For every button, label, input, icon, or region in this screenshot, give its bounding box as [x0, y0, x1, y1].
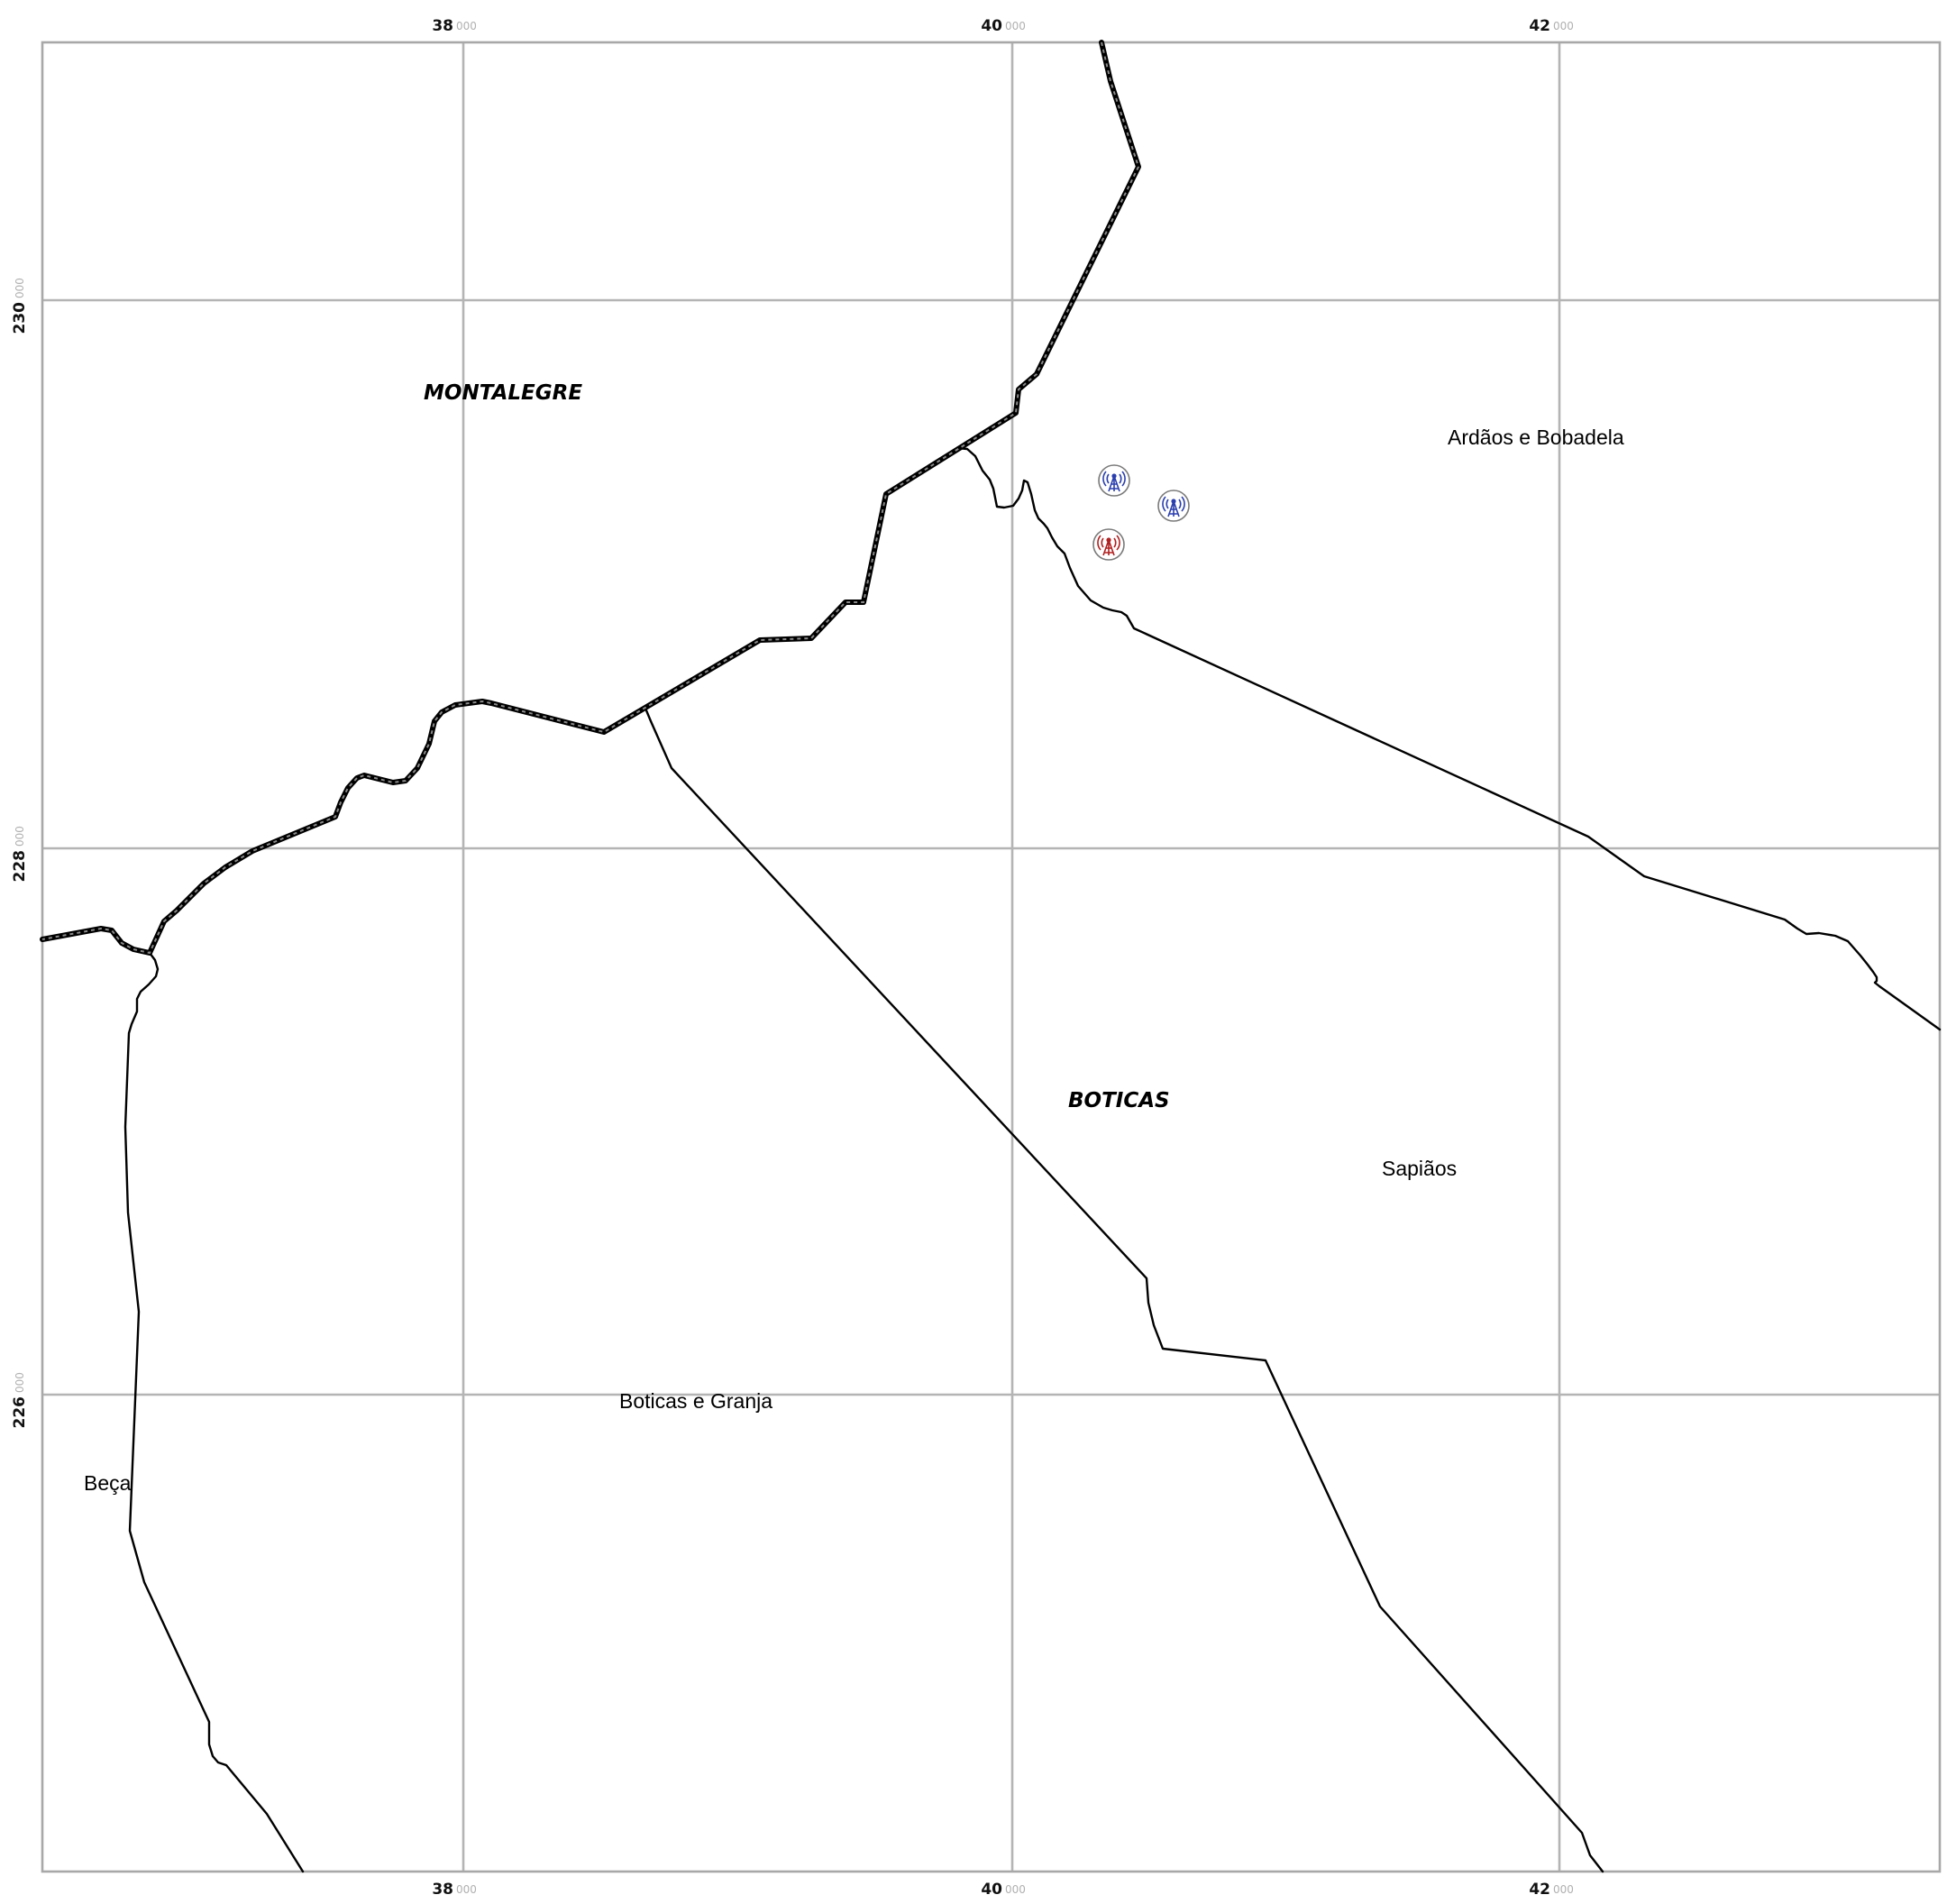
grid-lines	[42, 42, 1940, 1872]
x-tick-top-40-sub: 000	[1005, 20, 1026, 32]
antenna-tower-icon[interactable]	[1157, 490, 1190, 522]
x-tick-bottom-40-sub: 000	[1005, 1883, 1026, 1896]
svg-text:000: 000	[1553, 1883, 1574, 1896]
parish-labels: Ardãos e Bobadela Sapiãos Boticas e Gran…	[84, 426, 1624, 1495]
svg-text:38: 38	[432, 17, 453, 35]
antenna-tower-icon[interactable]	[1092, 528, 1125, 561]
svg-text:000: 000	[14, 1372, 26, 1393]
svg-text:38: 38	[432, 1881, 453, 1899]
y-tick-230-sub: 000	[14, 278, 26, 298]
svg-text:226: 226	[11, 1396, 29, 1429]
y-tick-228-sub: 000	[14, 826, 26, 847]
x-tick-bottom-38: 38	[432, 1881, 453, 1899]
x-axis-bottom: 38 000 40 000 42 000	[432, 1881, 1574, 1899]
x-tick-bottom-38-sub: 000	[456, 1883, 477, 1896]
svg-text:000: 000	[1005, 20, 1026, 32]
svg-text:40: 40	[981, 1881, 1002, 1899]
x-tick-top-40: 40	[981, 17, 1002, 35]
svg-text:42: 42	[1529, 1881, 1550, 1899]
x-tick-top-42-sub: 000	[1553, 20, 1574, 32]
y-tick-228: 228	[11, 850, 29, 883]
x-axis-top: 38 000 40 000 42 000	[432, 17, 1574, 35]
municipality-border-line	[40, 40, 1141, 956]
map-frame	[41, 41, 1942, 1873]
parish-label-boticas-e-granja: Boticas e Granja	[619, 1389, 772, 1413]
svg-text:230: 230	[11, 302, 29, 334]
parish-label-sapiaos: Sapiãos	[1382, 1157, 1457, 1180]
x-tick-top-38-sub: 000	[456, 20, 477, 32]
x-tick-bottom-42: 42	[1529, 1881, 1550, 1899]
y-tick-230: 230	[11, 302, 29, 334]
svg-text:000: 000	[14, 826, 26, 847]
x-tick-top-38: 38	[432, 17, 453, 35]
municipality-label-boticas: BOTICAS	[1068, 1089, 1170, 1112]
municipality-label-montalegre: MONTALEGRE	[424, 381, 582, 405]
svg-text:000: 000	[456, 1883, 477, 1896]
municipality-border-dash	[41, 41, 1140, 955]
parish-border-beca-boticas	[123, 951, 305, 1873]
svg-text:40: 40	[981, 17, 1002, 35]
svg-text:000: 000	[14, 278, 26, 298]
municipality-border	[40, 40, 1141, 956]
y-tick-226-sub: 000	[14, 1372, 26, 1393]
svg-text:000: 000	[1553, 20, 1574, 32]
x-tick-top-42: 42	[1529, 17, 1550, 35]
parish-label-ardaos-e-bobadela: Ardãos e Bobadela	[1448, 426, 1624, 449]
x-tick-bottom-40: 40	[981, 1881, 1002, 1899]
parish-label-beca: Beça	[84, 1471, 132, 1495]
svg-text:228: 228	[11, 850, 29, 883]
y-axis-left: 230 000 228 000 226 000	[11, 278, 29, 1428]
antenna-tower-icon[interactable]	[1098, 464, 1130, 497]
parish-border-boticas-sapiaos	[644, 709, 1604, 1873]
svg-text:42: 42	[1529, 17, 1550, 35]
antenna-markers	[1092, 464, 1190, 561]
svg-text:000: 000	[1005, 1883, 1026, 1896]
x-tick-bottom-42-sub: 000	[1553, 1883, 1574, 1896]
parish-borders	[123, 446, 1942, 1873]
svg-text:000: 000	[456, 20, 477, 32]
municipality-labels: MONTALEGRE BOTICAS	[424, 381, 1170, 1112]
parish-border-ardaos-sapiaos	[955, 446, 1942, 1031]
y-tick-226: 226	[11, 1396, 29, 1429]
